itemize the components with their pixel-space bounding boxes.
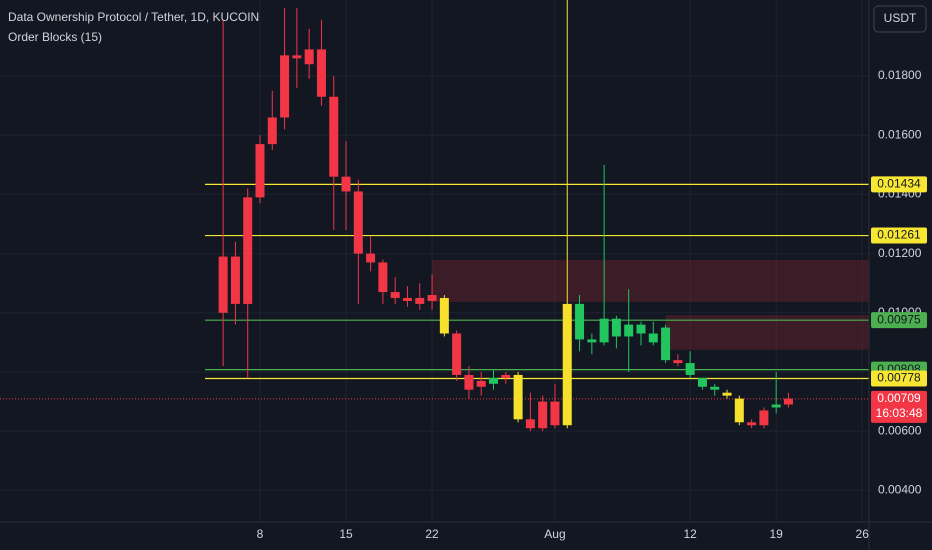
candle-body [685, 363, 695, 375]
candle-body [661, 327, 671, 361]
candle-body [476, 380, 486, 387]
candle-body [292, 55, 302, 59]
candle-body [329, 96, 339, 177]
candle-body [550, 401, 560, 426]
candle-body [611, 318, 621, 337]
level-label: 0.01434 [877, 177, 921, 191]
last-price-label: 0.00709 [877, 391, 921, 405]
candle-body [243, 197, 253, 304]
chart-title: Data Ownership Protocol / Tether, 1D, KU… [8, 10, 259, 24]
candle-body [673, 360, 683, 364]
candle-body [501, 374, 511, 378]
candle-body [267, 117, 277, 145]
candle-body [353, 191, 363, 254]
candle-body [525, 419, 535, 429]
y-tick-label: 0.00600 [878, 423, 922, 437]
x-tick-label: 22 [425, 527, 439, 541]
candle-body [538, 401, 548, 429]
candle-body [759, 410, 769, 426]
candle-body [255, 144, 265, 198]
candle-body [562, 303, 572, 426]
candle-body [427, 295, 437, 301]
x-tick-label: 8 [257, 527, 264, 541]
order-block [432, 259, 869, 302]
y-tick-label: 0.01200 [878, 246, 922, 260]
currency-label[interactable]: USDT [884, 11, 917, 25]
level-label: 0.00975 [877, 312, 921, 326]
candle-body [734, 398, 744, 423]
candle-body [366, 253, 376, 263]
candle-body [230, 256, 240, 304]
candle-body [722, 392, 732, 396]
candle-body [513, 374, 523, 420]
y-tick-label: 0.01800 [878, 68, 922, 82]
indicator-label: Order Blocks (15) [8, 30, 102, 44]
level-label-box [871, 370, 927, 387]
candle-body [587, 339, 597, 343]
candle-body [489, 377, 499, 384]
y-tick-label: 0.01600 [878, 127, 922, 141]
candle-body [316, 49, 326, 97]
candle-body [710, 386, 720, 390]
candle-body [636, 324, 646, 334]
candle-body [783, 398, 793, 405]
candle-body [599, 318, 609, 343]
candle-body [747, 422, 757, 426]
candle-body [341, 176, 351, 192]
candle-body [304, 49, 314, 65]
y-tick-label: 0.00400 [878, 483, 922, 497]
level-label-box [871, 176, 927, 193]
price-axis [869, 0, 932, 550]
candle-body [218, 256, 228, 313]
level-label: 0.00778 [877, 371, 921, 385]
currency-button[interactable] [873, 5, 927, 33]
x-tick-label: 19 [770, 527, 784, 541]
x-tick-label: 26 [856, 527, 870, 541]
candle-body [280, 55, 290, 118]
last-price-box [871, 390, 927, 423]
countdown-label: 16:03:48 [876, 406, 923, 420]
candle-body [452, 333, 462, 375]
candle-body [697, 377, 707, 387]
candle-body [439, 297, 449, 334]
order-block [665, 315, 869, 350]
candle-body [624, 324, 634, 337]
candle-body [648, 333, 658, 343]
candle-body [415, 297, 425, 304]
candle-body [378, 262, 388, 293]
candle-body [771, 404, 781, 408]
level-label: 0.01261 [877, 228, 921, 242]
x-tick-label: 12 [683, 527, 697, 541]
candle-body [575, 303, 585, 340]
x-tick-label: Aug [544, 527, 565, 541]
candle-body [402, 297, 412, 301]
candle-body [390, 292, 400, 298]
x-tick-label: 15 [339, 527, 353, 541]
level-label-box [871, 312, 927, 329]
candle-body [464, 374, 474, 390]
level-label-box [871, 227, 927, 244]
